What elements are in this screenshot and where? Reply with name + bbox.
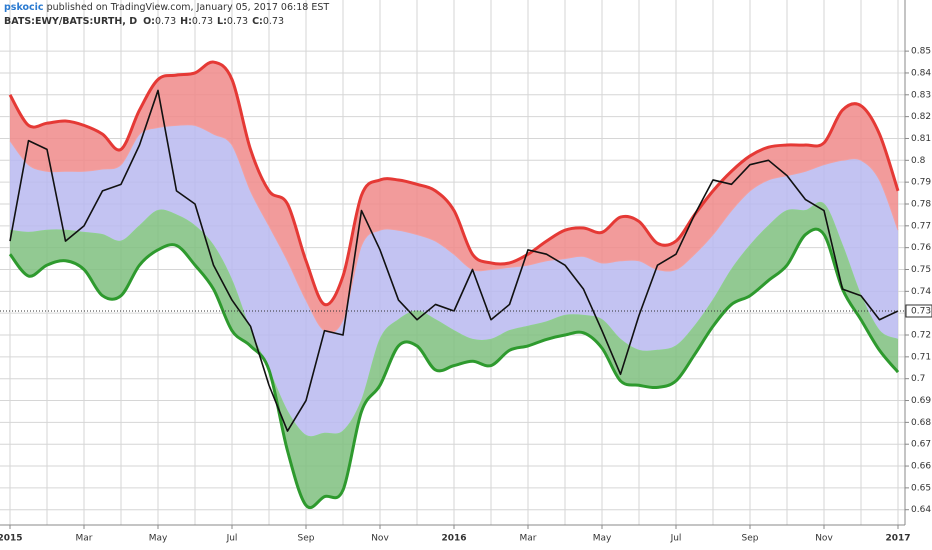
y-tick-label: 0.81 [911,134,931,144]
ohlc-value: 0.73 [227,16,248,27]
band-fill [10,61,898,333]
x-tick-label: Nov [815,534,833,544]
y-tick-label: 0.74 [911,287,931,297]
y-tick-label: 0.66 [911,462,931,472]
x-tick-label: Nov [371,534,389,544]
y-tick-label: 0.72 [911,331,931,341]
last-price-label: 0.73 [911,306,931,316]
header: pskocic published on TradingView.com, Ja… [4,2,329,13]
last-price-box [905,304,932,318]
x-tick-label: Jul [226,534,238,544]
x-tick-label: May [593,534,612,544]
symbol: BATS:EWY/BATS:URTH, D [4,16,137,27]
band-line [8,60,900,307]
band-fill [10,202,898,508]
y-tick-label: 0.83 [911,90,931,100]
ohlc-label: L: [217,16,227,27]
y-tick-label: 0.76 [911,243,931,253]
x-tick-label: 2016 [441,534,466,544]
y-tick-label: 0.68 [911,418,931,428]
plot-area [0,0,905,525]
y-tick-label: 0.67 [911,440,931,450]
x-tick-label: May [149,534,168,544]
symbol-line: BATS:EWY/BATS:URTH, D O:0.73 H:0.73 L:0.73 C… [4,16,284,27]
y-tick-label: 0.82 [911,112,931,122]
published: published on TradingView.com, January 05… [47,2,330,13]
ohlc-label: O: [143,16,155,27]
y-tick-label: 0.71 [911,352,931,362]
band-line [9,201,899,438]
x-tick-label: Sep [298,534,315,544]
y-tick-label: 0.7 [911,374,925,384]
price-line [9,89,899,432]
y-tick-label: 0.78 [911,199,931,209]
band-line [9,124,899,333]
band-line [8,227,900,510]
y-tick-label: 0.65 [911,483,931,493]
ohlc-value: 0.73 [155,16,176,27]
ohlc-label: H: [180,16,192,27]
y-tick-label: 0.85 [911,47,931,57]
x-tick-label: 2017 [885,534,910,544]
y-tick-label: 0.77 [911,221,931,231]
price-axis [905,0,932,550]
x-tick-label: Mar [76,534,93,544]
ohlc-label: C: [252,16,263,27]
x-tick-label: 2015 [0,534,23,544]
y-tick-label: 0.64 [911,505,931,515]
x-tick-label: Mar [520,534,537,544]
x-tick-label: Sep [742,534,759,544]
x-tick-label: Jul [670,534,682,544]
ohlc-value: 0.73 [192,16,213,27]
band-fill [10,124,898,437]
time-axis [0,525,905,550]
author: pskocic [4,2,44,13]
y-tick-label: 0.75 [911,265,931,275]
ohlc-value: 0.73 [263,16,284,27]
y-tick-label: 0.79 [911,178,931,188]
y-tick-label: 0.69 [911,396,931,406]
y-tick-label: 0.8 [911,156,926,166]
y-tick-label: 0.84 [911,68,931,78]
